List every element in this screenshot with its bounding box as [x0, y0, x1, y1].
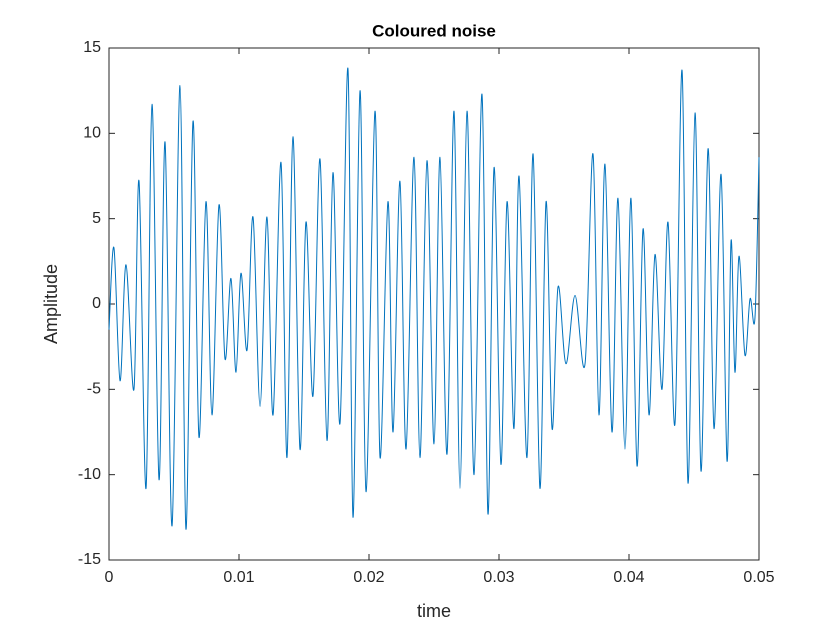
x-axis-label: time	[417, 601, 451, 621]
x-tick-label: 0.02	[353, 569, 384, 586]
x-tick-label: 0.03	[483, 569, 514, 586]
y-tick-label: -15	[78, 551, 101, 568]
x-tick-label: 0.05	[743, 569, 774, 586]
y-tick-label: 5	[92, 210, 101, 227]
chart-title: Coloured noise	[372, 21, 496, 40]
y-tick-label: 15	[83, 39, 101, 56]
x-tick-label: 0.01	[223, 569, 254, 586]
y-axis-label: Amplitude	[41, 264, 61, 344]
y-tick-label: 10	[83, 125, 101, 142]
plot-area	[108, 47, 760, 561]
y-tick-label: -5	[87, 381, 101, 398]
data-line	[108, 67, 760, 530]
y-tick-label: 0	[92, 295, 101, 312]
x-tick-label: 0	[105, 569, 114, 586]
y-tick-label: -10	[78, 466, 101, 483]
x-tick-label: 0.04	[613, 569, 644, 586]
